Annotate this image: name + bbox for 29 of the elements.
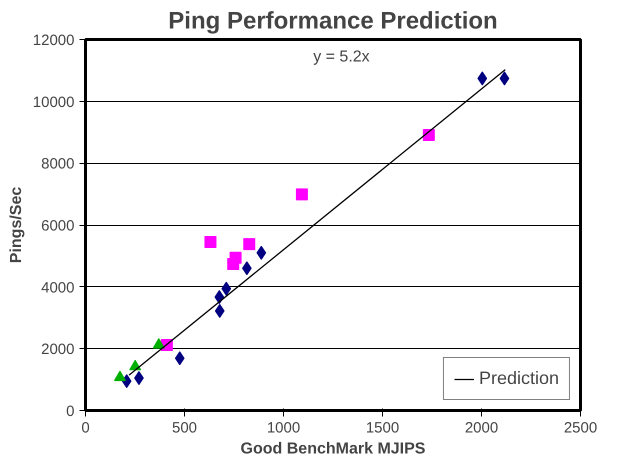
x-axis-title: Good BenchMark MJIPS xyxy=(240,440,426,458)
y-tick-label: 0 xyxy=(66,403,74,420)
x-tick-label: 2500 xyxy=(564,420,598,436)
point xyxy=(256,246,266,260)
y-tick-label: 4000 xyxy=(41,279,75,296)
x-tick-label: 500 xyxy=(172,420,198,436)
point xyxy=(243,238,256,250)
y-tick-label: 10000 xyxy=(32,94,75,111)
legend-label: Prediction xyxy=(478,368,559,389)
point xyxy=(174,351,185,366)
point xyxy=(152,338,165,349)
y-tick-label: 2000 xyxy=(41,341,75,358)
x-tick-label: 1000 xyxy=(266,420,300,436)
point xyxy=(230,252,242,264)
point xyxy=(214,304,225,318)
y-axis-title: Pings/Sec xyxy=(8,186,25,264)
point xyxy=(221,282,232,296)
annotation: y = 5.2x xyxy=(313,48,370,66)
chart-title: Ping Performance Prediction xyxy=(168,8,498,34)
y-tick-label: 12000 xyxy=(32,32,75,49)
point xyxy=(477,71,488,86)
point xyxy=(296,188,308,200)
x-tick-label: 1500 xyxy=(366,420,400,436)
y-tick-label: 8000 xyxy=(41,156,75,173)
x-tick-label: 0 xyxy=(81,420,90,436)
point xyxy=(114,370,126,382)
point xyxy=(204,236,216,248)
y-tick-label: 6000 xyxy=(41,218,75,234)
x-tick-label: 2000 xyxy=(464,420,498,436)
